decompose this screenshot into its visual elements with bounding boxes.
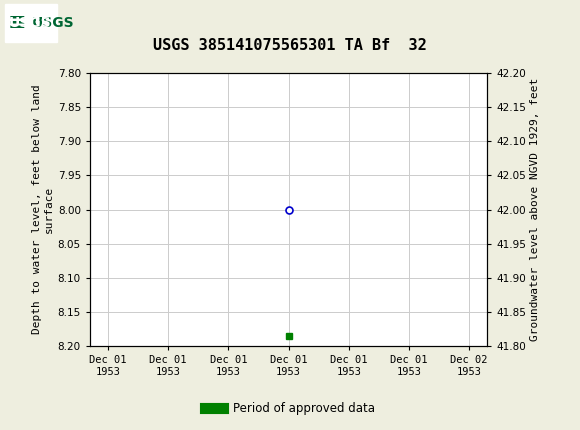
Text: ≡: ≡ xyxy=(8,12,26,33)
Text: USGS: USGS xyxy=(9,15,51,30)
Legend: Period of approved data: Period of approved data xyxy=(201,397,379,420)
Text: USGS: USGS xyxy=(32,15,74,30)
Text: USGS 385141075565301 TA Bf  32: USGS 385141075565301 TA Bf 32 xyxy=(153,38,427,52)
Y-axis label: Groundwater level above NGVD 1929, feet: Groundwater level above NGVD 1929, feet xyxy=(530,78,540,341)
Y-axis label: Depth to water level, feet below land
surface: Depth to water level, feet below land su… xyxy=(32,85,53,335)
Bar xyxy=(5,3,57,42)
